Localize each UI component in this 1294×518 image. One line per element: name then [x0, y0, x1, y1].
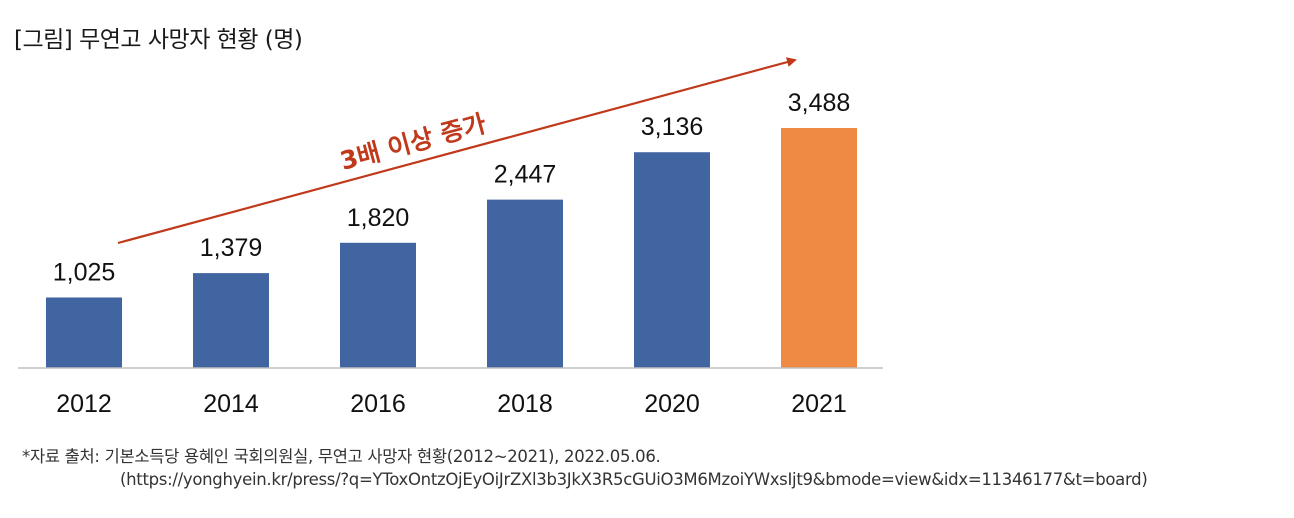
- data-label-2016: 1,820: [347, 204, 410, 232]
- source-note: *자료 출처: 기본소득당 용혜인 국회의원실, 무연고 사망자 현황(2012…: [22, 447, 661, 466]
- data-label-2021: 3,488: [788, 89, 851, 117]
- x-tick-2012: 2012: [56, 390, 112, 418]
- trend-arrow: [117, 57, 797, 245]
- bar-chart: 1,025 2012 1,379 2014 1,820 2016 2,447 2018 3,13…: [18, 57, 883, 418]
- data-label-2018: 2,447: [494, 161, 557, 189]
- source-url: (https://yonghyein.kr/press/?q=YToxOntzO…: [120, 470, 1148, 489]
- annotation-label: 3배 이상 증가: [337, 109, 489, 176]
- data-label-2012: 1,025: [53, 258, 116, 286]
- bar-2020: [634, 152, 710, 368]
- x-tick-2020: 2020: [644, 390, 700, 418]
- data-label-2014: 1,379: [200, 234, 263, 262]
- bar-2016: [340, 242, 416, 368]
- chart-title: [그림] 무연고 사망자 현황 (명): [14, 27, 303, 53]
- x-tick-2014: 2014: [203, 390, 259, 418]
- bar-2012: [46, 297, 122, 368]
- bar-2014: [193, 273, 269, 368]
- x-tick-2016: 2016: [350, 390, 406, 418]
- data-label-2020: 3,136: [641, 113, 704, 141]
- x-tick-2021: 2021: [791, 390, 847, 418]
- bar-2018: [487, 199, 563, 368]
- x-tick-2018: 2018: [497, 390, 553, 418]
- bar-2021: [781, 128, 857, 368]
